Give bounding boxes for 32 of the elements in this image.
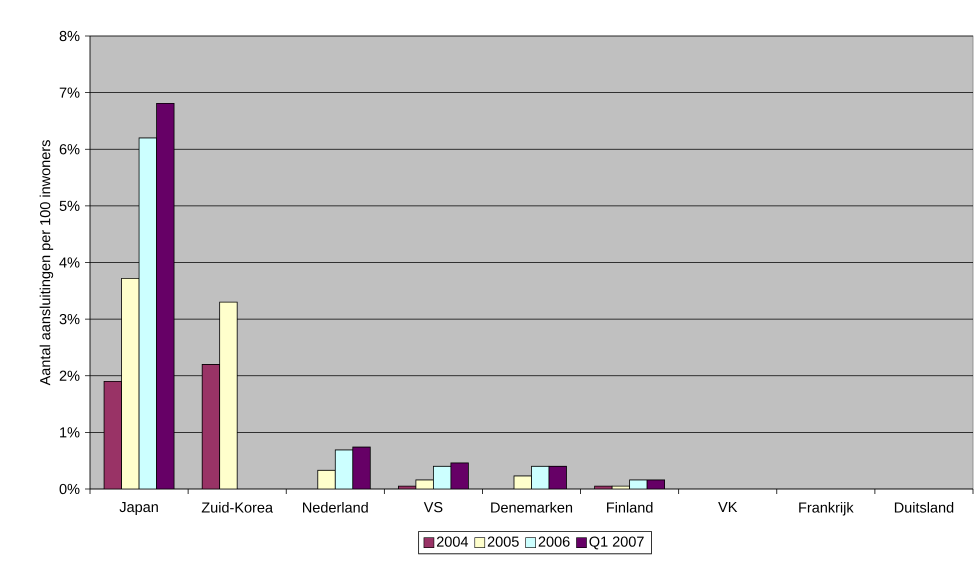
bar [317, 470, 336, 489]
x-tick-label: Frankrijk [799, 502, 854, 516]
bar [531, 466, 550, 489]
y-tick-label: 2% [60, 370, 80, 381]
bar [104, 381, 122, 489]
y-axis-title: Aantal aansluitingen per 100 inwoners [40, 140, 54, 386]
bar [219, 302, 238, 489]
bar [334, 450, 354, 489]
x-tick-label: Nederland [303, 502, 368, 513]
x-tick-label: VS [424, 502, 442, 512]
x-tick-label: Duitsland [894, 502, 954, 513]
y-tick-label: 0% [60, 484, 80, 494]
x-tick-label: Denemarken [491, 502, 572, 513]
bar [432, 466, 452, 489]
bar [121, 278, 140, 489]
legend-label: 2006 [538, 536, 570, 547]
legend-label: Q1 2007 [589, 536, 644, 550]
y-tick-label: 5% [60, 200, 80, 211]
legend-label: 2004 [436, 536, 468, 547]
y-tick-label: 3% [60, 314, 80, 324]
bar [202, 364, 220, 489]
y-tick-label: 8% [60, 30, 80, 42]
x-tick-label: Zuid-Korea [202, 502, 274, 513]
bar [138, 138, 157, 489]
y-tick-label: 6% [60, 144, 80, 154]
x-tick-label: Japan [120, 502, 158, 516]
x-tick-label: VK [718, 502, 738, 512]
y-tick-label: 1% [60, 427, 80, 438]
y-tick-label: 7% [60, 88, 80, 98]
x-tick-label: Finland [607, 502, 652, 513]
legend-label: 2005 [488, 536, 519, 547]
y-tick-label: 4% [59, 257, 80, 268]
